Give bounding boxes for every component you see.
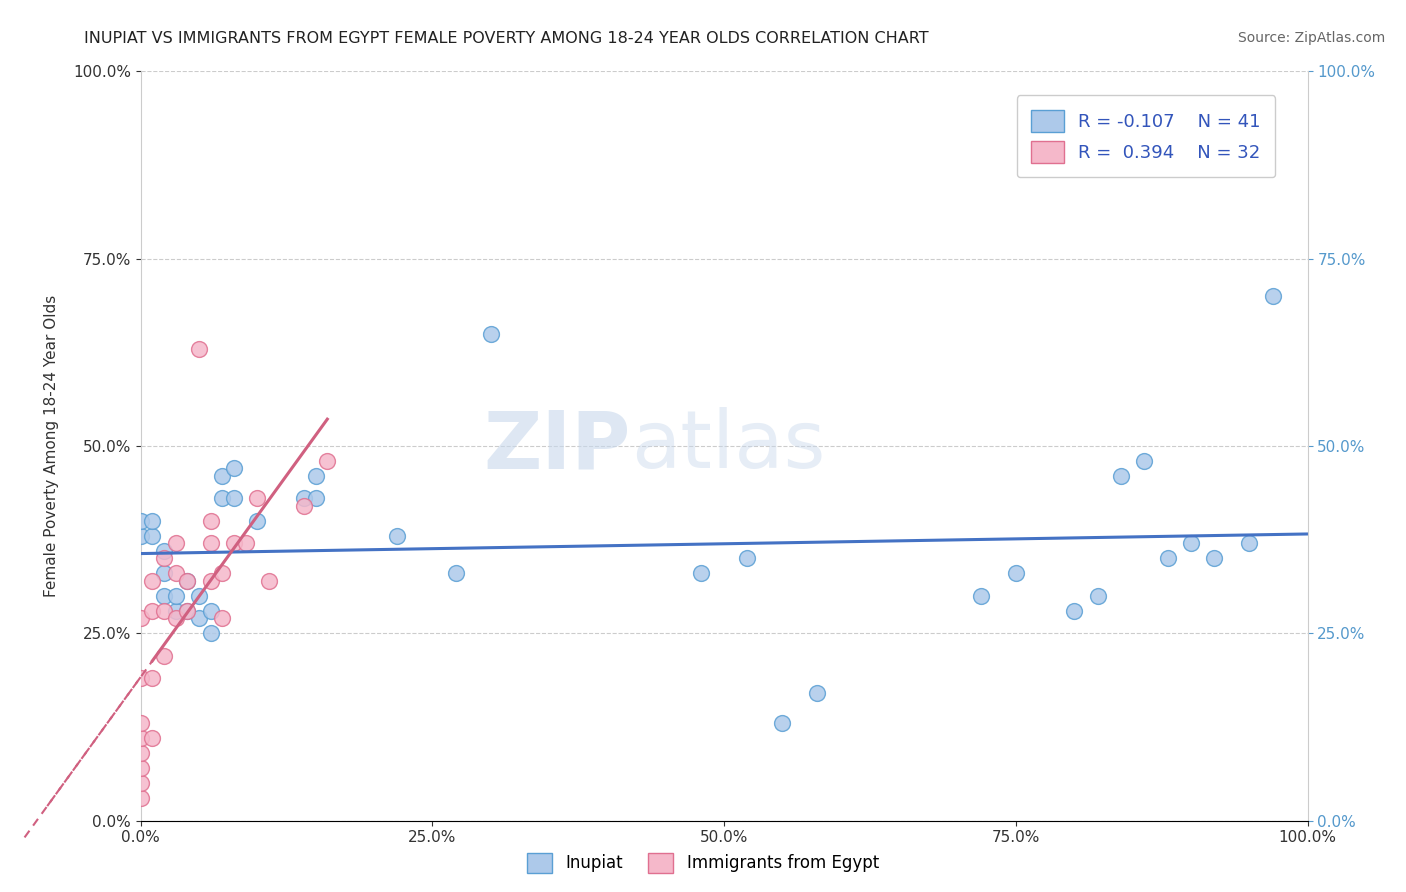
Point bbox=[1261, 289, 1284, 303]
Point bbox=[211, 491, 233, 506]
Point bbox=[1087, 589, 1109, 603]
Point bbox=[129, 716, 152, 731]
Point bbox=[141, 671, 163, 685]
Point bbox=[737, 551, 759, 566]
Point bbox=[222, 536, 245, 550]
Point bbox=[257, 574, 280, 588]
Point bbox=[211, 611, 233, 625]
Point bbox=[1133, 454, 1156, 468]
Point bbox=[188, 611, 211, 625]
Point bbox=[292, 491, 315, 506]
Point bbox=[153, 566, 176, 581]
Point bbox=[246, 491, 269, 506]
Point bbox=[235, 536, 257, 550]
Point bbox=[129, 514, 152, 528]
Point bbox=[689, 566, 711, 581]
Point bbox=[129, 761, 152, 775]
Point bbox=[444, 566, 467, 581]
Point bbox=[141, 604, 163, 618]
Point bbox=[141, 574, 163, 588]
Point bbox=[211, 469, 233, 483]
Point bbox=[387, 529, 409, 543]
Y-axis label: Female Poverty Among 18-24 Year Olds: Female Poverty Among 18-24 Year Olds bbox=[44, 295, 59, 597]
Point bbox=[129, 611, 152, 625]
Point bbox=[176, 604, 198, 618]
Point bbox=[153, 604, 176, 618]
Point bbox=[1204, 551, 1226, 566]
Point bbox=[165, 611, 187, 625]
Point bbox=[292, 499, 315, 513]
Point bbox=[222, 491, 245, 506]
Point bbox=[200, 536, 222, 550]
Point bbox=[165, 566, 187, 581]
Point bbox=[141, 731, 163, 746]
Point bbox=[129, 731, 152, 746]
Point bbox=[129, 529, 152, 543]
Point bbox=[772, 716, 794, 731]
Point bbox=[1005, 566, 1028, 581]
Point bbox=[153, 589, 176, 603]
Point bbox=[970, 589, 993, 603]
Point bbox=[200, 626, 222, 640]
Point bbox=[176, 604, 198, 618]
Legend: Inupiat, Immigrants from Egypt: Inupiat, Immigrants from Egypt bbox=[520, 847, 886, 880]
Point bbox=[165, 536, 187, 550]
Point bbox=[165, 604, 187, 618]
Point bbox=[188, 589, 211, 603]
Point bbox=[176, 574, 198, 588]
Point bbox=[129, 791, 152, 805]
Point bbox=[222, 461, 245, 475]
Point bbox=[1180, 536, 1202, 550]
Point bbox=[211, 566, 233, 581]
Point bbox=[479, 326, 502, 341]
Text: ZIP: ZIP bbox=[484, 407, 631, 485]
Point bbox=[129, 776, 152, 790]
Point bbox=[165, 589, 187, 603]
Point bbox=[188, 342, 211, 356]
Text: INUPIAT VS IMMIGRANTS FROM EGYPT FEMALE POVERTY AMONG 18-24 YEAR OLDS CORRELATIO: INUPIAT VS IMMIGRANTS FROM EGYPT FEMALE … bbox=[84, 31, 929, 46]
Point bbox=[316, 454, 339, 468]
Point bbox=[176, 574, 198, 588]
Point bbox=[129, 746, 152, 760]
Point bbox=[806, 686, 828, 700]
Text: Source: ZipAtlas.com: Source: ZipAtlas.com bbox=[1237, 31, 1385, 45]
Point bbox=[305, 469, 328, 483]
Text: atlas: atlas bbox=[631, 407, 825, 485]
Point bbox=[246, 514, 269, 528]
Point bbox=[1109, 469, 1132, 483]
Point bbox=[153, 544, 176, 558]
Point bbox=[1063, 604, 1085, 618]
Point bbox=[1239, 536, 1261, 550]
Point bbox=[305, 491, 328, 506]
Point bbox=[153, 551, 176, 566]
Point bbox=[200, 604, 222, 618]
Point bbox=[153, 648, 176, 663]
Point bbox=[141, 529, 163, 543]
Point bbox=[129, 671, 152, 685]
Point bbox=[200, 514, 222, 528]
Point bbox=[1156, 551, 1178, 566]
Point bbox=[141, 514, 163, 528]
Point bbox=[200, 574, 222, 588]
Legend: R = -0.107    N = 41, R =  0.394    N = 32: R = -0.107 N = 41, R = 0.394 N = 32 bbox=[1017, 95, 1275, 178]
